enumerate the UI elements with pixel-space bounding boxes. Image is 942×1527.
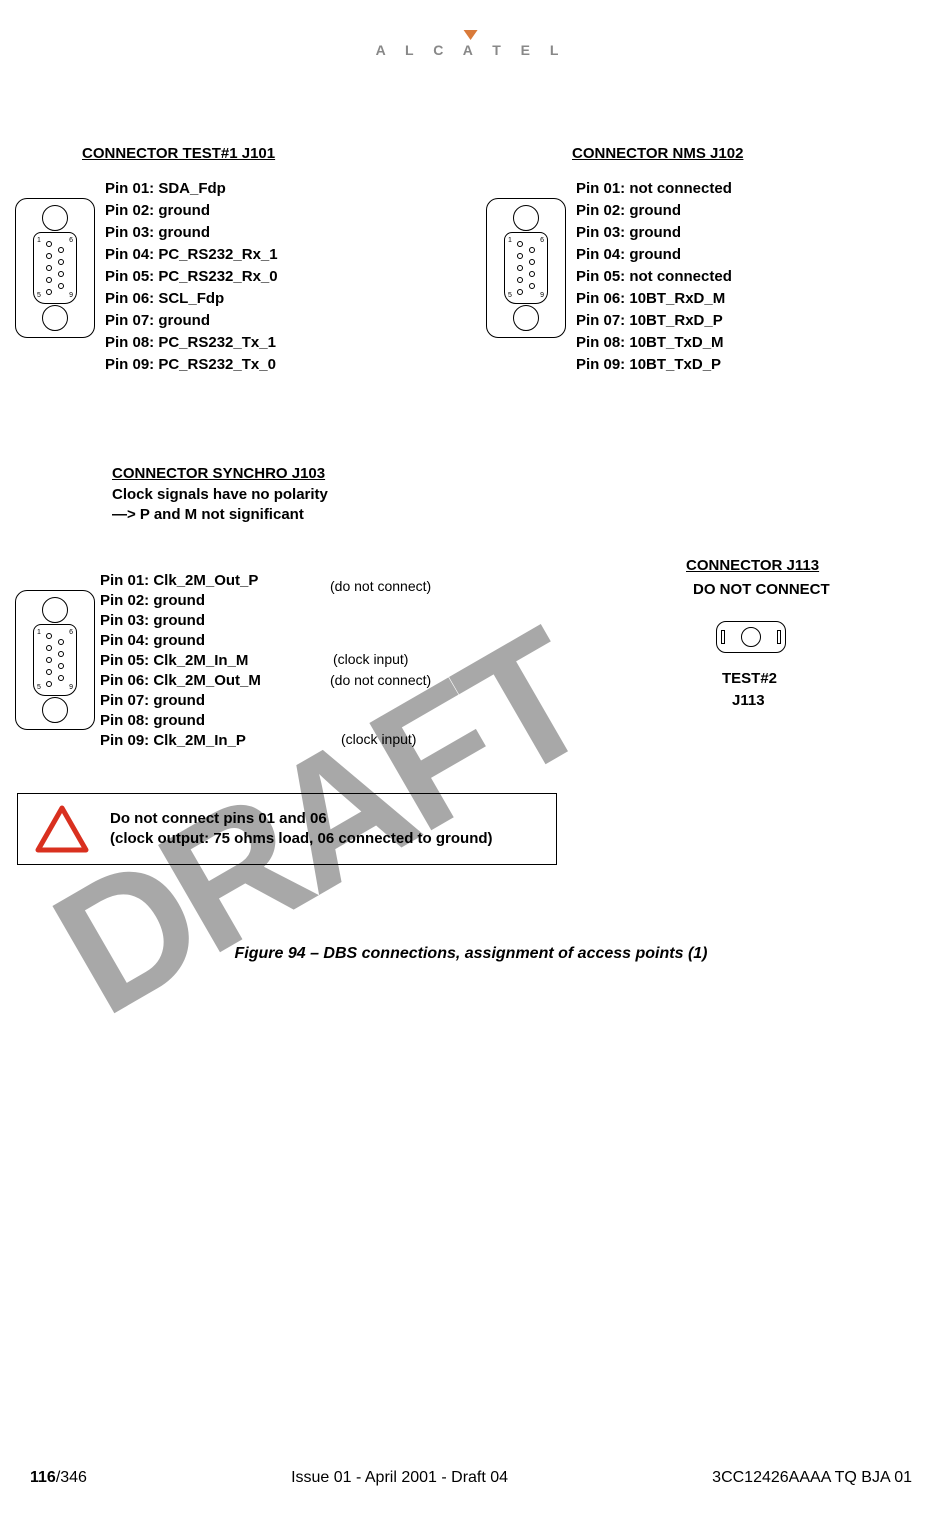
mounting-ring-icon	[42, 597, 68, 623]
db9-connector-nms: 1 6 5 9	[486, 198, 566, 338]
figure-caption: Figure 94 – DBS connections, assignment …	[0, 945, 942, 963]
pin-num: 5	[508, 292, 512, 299]
connector-j113-title: CONNECTOR J113	[686, 557, 819, 574]
connector-synchro-sub1: Clock signals have no polarity	[112, 486, 328, 503]
footer-page: 116/346	[30, 1469, 87, 1487]
connector-synchro-sub2: —> P and M not significant	[112, 506, 304, 523]
pin-label: Pin 07: ground	[100, 691, 261, 711]
pin-label: Pin 02: ground	[100, 591, 261, 611]
pin-num: 1	[37, 237, 41, 244]
pin-label: Pin 04: ground	[576, 244, 732, 266]
page-current: 116	[30, 1469, 56, 1486]
warning-triangle-icon	[34, 804, 90, 854]
db9-body: 1 6 5 9	[504, 232, 548, 304]
connector-test1-title: CONNECTOR TEST#1 J101	[82, 145, 275, 162]
pin-label: Pin 04: ground	[100, 631, 261, 651]
pin-label: Pin 01: SDA_Fdp	[105, 178, 278, 200]
db9-connector-test1: 1 6 5 9	[15, 198, 95, 338]
pin-num: 9	[69, 684, 73, 691]
connector-synchro-title: CONNECTOR SYNCHRO J103	[112, 465, 325, 482]
pin-label: Pin 04: PC_RS232_Rx_1	[105, 244, 278, 266]
pin-label: Pin 05: PC_RS232_Rx_0	[105, 266, 278, 288]
pin-num: 6	[540, 237, 544, 244]
pin-label: Pin 09: Clk_2M_In_P	[100, 731, 261, 751]
warning-line: (clock output: 75 ohms load, 06 connecte…	[110, 829, 493, 849]
db9-body: 1 6 5 9	[33, 232, 77, 304]
pin-label: Pin 03: ground	[576, 222, 732, 244]
pin-label: Pin 06: SCL_Fdp	[105, 288, 278, 310]
pin-label: Pin 07: ground	[105, 310, 278, 332]
small-connector-j113	[716, 621, 786, 653]
synchro-note: (clock input)	[341, 731, 416, 747]
ring-icon	[741, 627, 761, 647]
pin-label: Pin 05: not connected	[576, 266, 732, 288]
connector-nms-pins: Pin 01: not connected Pin 02: ground Pin…	[576, 178, 732, 376]
pin-label: Pin 08: 10BT_TxD_M	[576, 332, 732, 354]
synchro-note: (do not connect)	[330, 672, 431, 688]
pin-num: 5	[37, 684, 41, 691]
pin-label: Pin 08: PC_RS232_Tx_1	[105, 332, 278, 354]
pin-label: Pin 08: ground	[100, 711, 261, 731]
pin-label: Pin 07: 10BT_RxD_P	[576, 310, 732, 332]
pin-label: Pin 05: Clk_2M_In_M	[100, 651, 261, 671]
pin-label: Pin 03: ground	[100, 611, 261, 631]
mounting-ring-icon	[513, 205, 539, 231]
connector-j113-sub: DO NOT CONNECT	[693, 581, 830, 598]
synchro-note: (do not connect)	[330, 578, 431, 594]
warning-box: Do not connect pins 01 and 06 (clock out…	[17, 793, 557, 865]
brand-text: A L C A T E L	[376, 42, 567, 58]
warning-text: Do not connect pins 01 and 06 (clock out…	[110, 809, 493, 849]
db9-connector-synchro: 1 6 5 9	[15, 590, 95, 730]
connector-j113-label2: J113	[732, 692, 765, 709]
pin-num: 1	[37, 629, 41, 636]
synchro-note: (clock input)	[333, 651, 408, 667]
pin-label: Pin 01: not connected	[576, 178, 732, 200]
page-footer: 116/346 Issue 01 - April 2001 - Draft 04…	[0, 1469, 942, 1487]
mounting-ring-icon	[42, 697, 68, 723]
connector-synchro-pins: Pin 01: Clk_2M_Out_P Pin 02: ground Pin …	[100, 571, 261, 751]
connector-nms-title: CONNECTOR NMS J102	[572, 145, 743, 162]
footer-right: 3CC12426AAAA TQ BJA 01	[712, 1469, 912, 1487]
connector-test1-pins: Pin 01: SDA_Fdp Pin 02: ground Pin 03: g…	[105, 178, 278, 376]
pin-num: 9	[69, 292, 73, 299]
pin-label: Pin 03: ground	[105, 222, 278, 244]
connector-j113-label1: TEST#2	[722, 670, 777, 687]
footer-center: Issue 01 - April 2001 - Draft 04	[291, 1469, 508, 1487]
db9-body: 1 6 5 9	[33, 624, 77, 696]
pin-num: 6	[69, 237, 73, 244]
mounting-ring-icon	[42, 305, 68, 331]
mounting-ring-icon	[513, 305, 539, 331]
warning-line: Do not connect pins 01 and 06	[110, 809, 493, 829]
page-total: /346	[56, 1469, 87, 1486]
pin-label: Pin 09: PC_RS232_Tx_0	[105, 354, 278, 376]
slot-icon	[721, 630, 725, 644]
triangle-icon	[464, 30, 478, 40]
brand-logo: A L C A T E L	[376, 30, 567, 58]
pin-label: Pin 09: 10BT_TxD_P	[576, 354, 732, 376]
pin-num: 1	[508, 237, 512, 244]
pin-num: 9	[540, 292, 544, 299]
mounting-ring-icon	[42, 205, 68, 231]
slot-icon	[777, 630, 781, 644]
pin-num: 5	[37, 292, 41, 299]
pin-label: Pin 06: Clk_2M_Out_M	[100, 671, 261, 691]
pin-label: Pin 01: Clk_2M_Out_P	[100, 571, 261, 591]
pin-label: Pin 02: ground	[576, 200, 732, 222]
pin-label: Pin 02: ground	[105, 200, 278, 222]
pin-label: Pin 06: 10BT_RxD_M	[576, 288, 732, 310]
pin-num: 6	[69, 629, 73, 636]
